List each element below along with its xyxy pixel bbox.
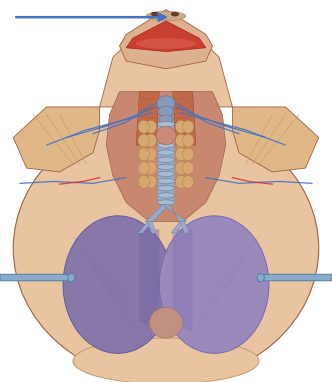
Ellipse shape (156, 126, 176, 145)
Polygon shape (148, 222, 156, 233)
Ellipse shape (257, 274, 264, 282)
Circle shape (183, 134, 194, 147)
Circle shape (138, 134, 149, 147)
Ellipse shape (68, 274, 75, 282)
Polygon shape (232, 107, 319, 172)
Polygon shape (100, 31, 232, 107)
Polygon shape (0, 274, 71, 281)
Polygon shape (261, 274, 332, 281)
Ellipse shape (157, 178, 175, 184)
Ellipse shape (157, 150, 175, 155)
Circle shape (138, 120, 149, 133)
Ellipse shape (63, 216, 173, 353)
Polygon shape (136, 92, 159, 145)
Circle shape (145, 148, 157, 161)
Polygon shape (173, 92, 196, 145)
Ellipse shape (157, 136, 175, 141)
Ellipse shape (157, 186, 175, 191)
Circle shape (183, 162, 194, 175)
Ellipse shape (157, 143, 175, 148)
Polygon shape (120, 10, 212, 69)
Circle shape (175, 120, 187, 133)
Ellipse shape (73, 338, 259, 382)
Ellipse shape (157, 96, 175, 110)
Ellipse shape (157, 193, 175, 198)
Polygon shape (145, 205, 169, 222)
Circle shape (138, 148, 149, 161)
Circle shape (145, 120, 157, 133)
Circle shape (175, 175, 187, 188)
Ellipse shape (136, 38, 196, 49)
Ellipse shape (146, 11, 186, 21)
Polygon shape (180, 222, 189, 233)
Ellipse shape (13, 115, 319, 382)
Polygon shape (106, 92, 226, 222)
Ellipse shape (158, 106, 174, 117)
Circle shape (175, 148, 187, 161)
Circle shape (175, 134, 187, 147)
Polygon shape (13, 107, 100, 172)
Ellipse shape (157, 200, 175, 205)
Circle shape (145, 134, 157, 147)
Circle shape (145, 162, 157, 175)
Ellipse shape (149, 308, 183, 338)
Ellipse shape (157, 164, 175, 170)
Ellipse shape (151, 12, 159, 16)
Circle shape (138, 175, 149, 188)
Polygon shape (158, 124, 174, 204)
Ellipse shape (159, 216, 269, 353)
Polygon shape (138, 222, 152, 233)
Polygon shape (173, 229, 193, 332)
Ellipse shape (157, 157, 175, 162)
Ellipse shape (157, 171, 175, 176)
Polygon shape (139, 229, 159, 332)
Circle shape (183, 148, 194, 161)
Ellipse shape (157, 129, 175, 134)
Polygon shape (126, 21, 206, 52)
Polygon shape (163, 205, 187, 222)
Circle shape (183, 120, 194, 133)
Polygon shape (171, 222, 184, 233)
Circle shape (183, 175, 194, 188)
Circle shape (175, 162, 187, 175)
Ellipse shape (159, 115, 173, 123)
Circle shape (145, 175, 157, 188)
Ellipse shape (157, 121, 175, 127)
Ellipse shape (171, 12, 179, 16)
Circle shape (138, 162, 149, 175)
